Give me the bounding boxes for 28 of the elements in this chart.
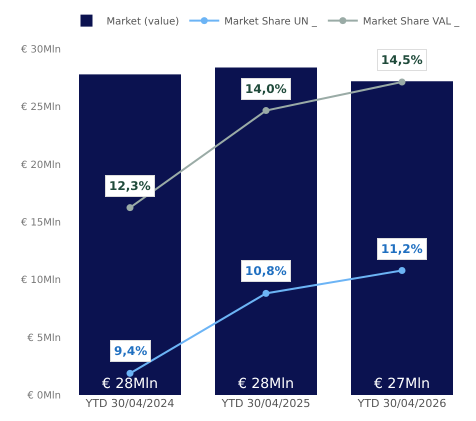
- x-tick-label: YTD 30/04/2025: [220, 397, 310, 410]
- x-tick-label: YTD 30/04/2026: [356, 397, 446, 410]
- point: [262, 107, 270, 114]
- point: [262, 290, 270, 297]
- data-label: € 28Mln: [102, 376, 158, 392]
- data-label: 12,3%: [109, 179, 151, 193]
- point: [398, 267, 406, 274]
- data-label: 11,2%: [381, 242, 423, 256]
- data-label: 14,0%: [245, 82, 287, 96]
- data-label: 10,8%: [245, 264, 287, 278]
- y-tick-label: € 5Mln: [27, 332, 61, 344]
- x-tick-label: YTD 30/04/2024: [84, 397, 174, 410]
- data-label: € 28Mln: [238, 376, 294, 392]
- y-tick-label: € 30Mln: [20, 44, 61, 56]
- legend-label: Market Share VAL _: [362, 16, 460, 28]
- point: [126, 204, 134, 212]
- data-label: 14,5%: [381, 53, 423, 67]
- y-tick-label: € 10Mln: [20, 275, 61, 286]
- data-label: € 27Mln: [374, 376, 430, 392]
- legend-label: Market Share UN _: [224, 16, 318, 28]
- y-tick-label: € 20Mln: [20, 160, 61, 171]
- point: [126, 370, 134, 377]
- y-tick-label: € 25Mln: [20, 102, 61, 114]
- y-tick-label: € 0Mln: [27, 390, 61, 402]
- point: [398, 78, 406, 86]
- data-label: 9,4%: [114, 344, 148, 358]
- y-tick-label: € 15Mln: [20, 218, 61, 228]
- legend-label: Market (value): [106, 16, 180, 28]
